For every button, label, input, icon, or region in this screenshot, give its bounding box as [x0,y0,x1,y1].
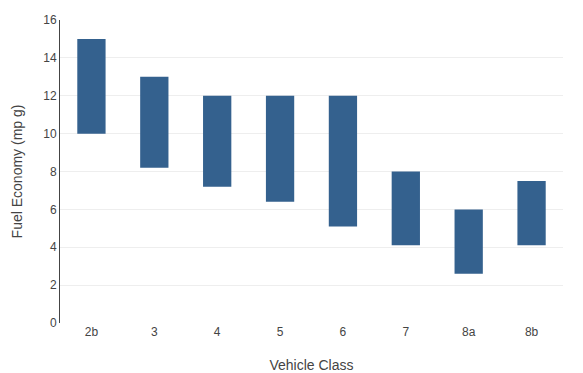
svg-text:0: 0 [50,316,57,330]
svg-text:10: 10 [43,127,57,141]
svg-text:Vehicle Class: Vehicle Class [269,357,353,373]
svg-text:8: 8 [50,165,57,179]
svg-text:8a: 8a [462,325,476,339]
svg-text:5: 5 [277,325,284,339]
svg-text:6: 6 [340,325,347,339]
svg-text:8b: 8b [525,325,539,339]
svg-text:6: 6 [50,203,57,217]
svg-text:4: 4 [214,325,221,339]
svg-text:2: 2 [50,278,57,292]
svg-text:Fuel Economy (mp g): Fuel Economy (mp g) [9,105,25,239]
svg-text:14: 14 [43,51,57,65]
svg-text:2b: 2b [85,325,99,339]
svg-text:4: 4 [50,240,57,254]
svg-text:12: 12 [43,89,57,103]
svg-text:7: 7 [402,325,409,339]
svg-text:3: 3 [151,325,158,339]
svg-text:16: 16 [43,13,57,27]
